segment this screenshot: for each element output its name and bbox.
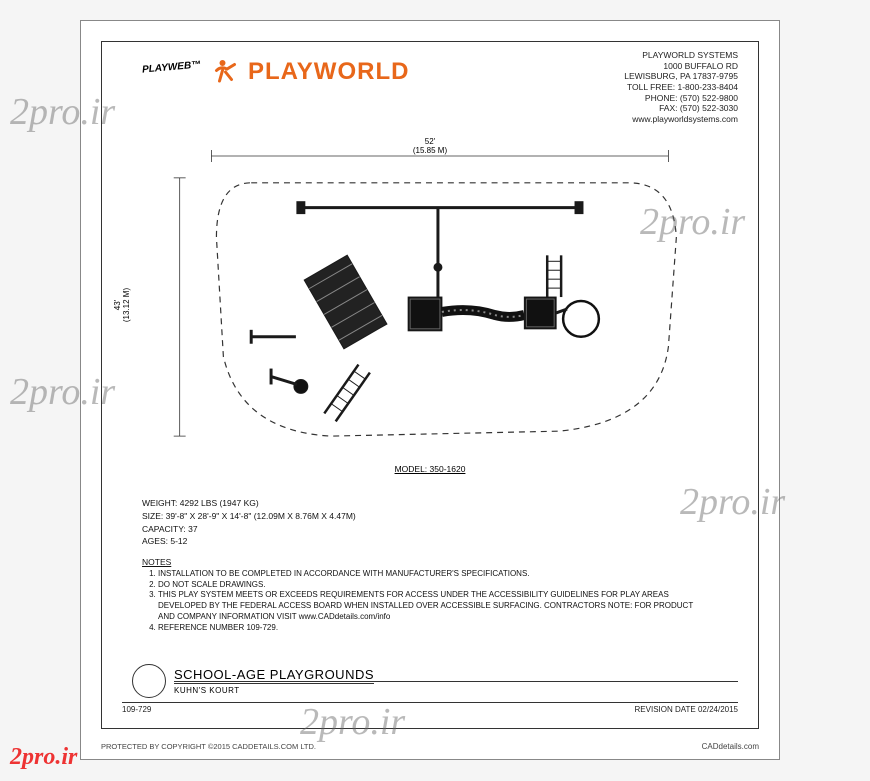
watermark-solid: 2pro.ir [10, 744, 77, 771]
contact-tollfree: TOLL FREE: 1-800-233-8404 [624, 82, 738, 93]
drawing-frame: PLAYWEB™ PLAYWORLD PLAYWORLD SYSTEMS 100… [101, 41, 759, 729]
copyright: PROTECTED BY COPYRIGHT ©2015 CADDETAILS.… [101, 742, 316, 751]
contact-web: www.playworldsystems.com [624, 114, 738, 125]
header: PLAYWEB™ PLAYWORLD PLAYWORLD SYSTEMS 100… [102, 42, 758, 132]
dimension-width: 52' (15.85 M) [413, 137, 447, 155]
footer-row: 109-729 REVISION DATE 02/24/2015 [122, 702, 738, 722]
title-block: SCHOOL-AGE PLAYGROUNDS KUHN'S KOURT [132, 664, 374, 698]
contact-addr1: 1000 BUFFALO RD [624, 61, 738, 72]
note-2: DO NOT SCALE DRAWINGS. [158, 580, 698, 591]
title-sub: KUHN'S KOURT [174, 684, 374, 695]
plan-svg [132, 137, 728, 472]
caddetails-link: CADdetails.com [702, 742, 759, 751]
revision-date: REVISION DATE 02/24/2015 [635, 705, 738, 714]
document-page: PLAYWEB™ PLAYWORLD PLAYWORLD SYSTEMS 100… [80, 20, 780, 760]
note-1: INSTALLATION TO BE COMPLETED IN ACCORDAN… [158, 569, 698, 580]
note-4: REFERENCE NUMBER 109-729. [158, 623, 698, 634]
detail-marker-icon [132, 664, 166, 698]
spec-size: SIZE: 39'-8" X 28'-9" X 14'-8" (12.09M X… [142, 510, 698, 523]
logo-text: PLAYWORLD [248, 58, 409, 86]
playweb-badge: PLAYWEB™ [142, 59, 202, 75]
contact-company: PLAYWORLD SYSTEMS [624, 50, 738, 61]
dim-width-m: (15.85 M) [413, 146, 447, 155]
notes-heading: NOTES [142, 556, 698, 569]
model-number: MODEL: 350-1620 [395, 464, 466, 474]
spec-capacity: CAPACITY: 37 [142, 523, 698, 536]
note-3: THIS PLAY SYSTEM MEETS OR EXCEEDS REQUIR… [158, 590, 698, 622]
contact-block: PLAYWORLD SYSTEMS 1000 BUFFALO RD LEWISB… [624, 50, 738, 124]
playworld-runner-icon [212, 57, 242, 87]
spec-ages: AGES: 5-12 [142, 535, 698, 548]
dim-width-ft: 52' [425, 137, 435, 146]
specs-block: WEIGHT: 4292 LBS (1947 KG) SIZE: 39'-8" … [142, 497, 698, 634]
contact-addr2: LEWISBURG, PA 17837-9795 [624, 71, 738, 82]
title-main: SCHOOL-AGE PLAYGROUNDS [174, 667, 374, 684]
spec-weight: WEIGHT: 4292 LBS (1947 KG) [142, 497, 698, 510]
contact-fax: FAX: (570) 522-3030 [624, 103, 738, 114]
ref-number: 109-729 [122, 705, 151, 714]
logo: PLAYWORLD [212, 57, 409, 87]
plan-drawing: 52' (15.85 M) 43' (13.12 M) [132, 137, 728, 472]
dimension-height: 43' (13.12 M) [113, 287, 131, 321]
dim-height-m: (13.12 M) [122, 287, 131, 321]
contact-phone: PHONE: (570) 522-9800 [624, 93, 738, 104]
notes-list: INSTALLATION TO BE COMPLETED IN ACCORDAN… [158, 569, 698, 634]
dim-height-ft: 43' [113, 299, 122, 309]
